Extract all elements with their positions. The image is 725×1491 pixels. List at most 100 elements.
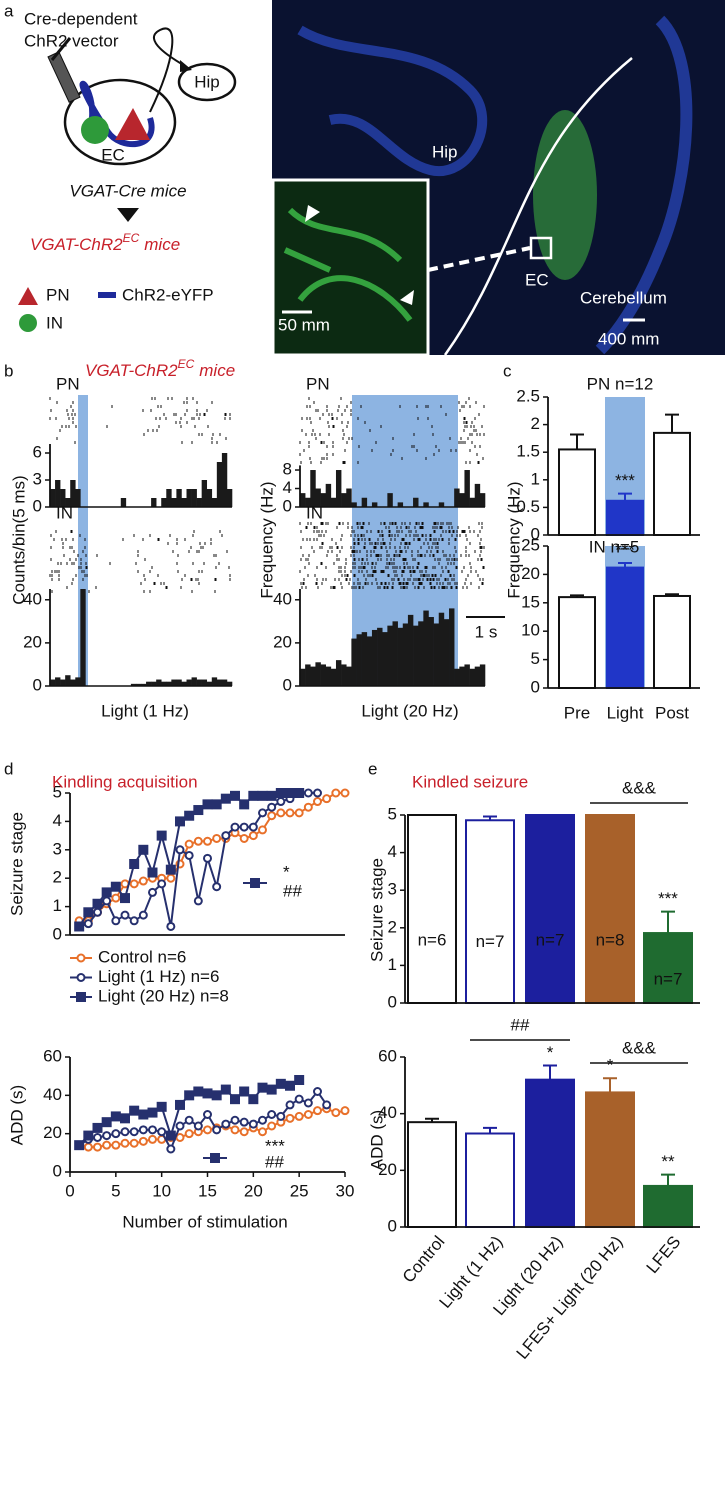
point [129,879,139,889]
histogram-bar [70,679,76,686]
point [102,1131,112,1141]
error-bar [570,433,584,450]
point [184,1115,194,1125]
histogram-bar [191,489,197,507]
point [294,1094,304,1104]
histogram-bar [335,660,342,686]
light-band [78,395,88,686]
point [74,1140,85,1151]
point [202,1088,213,1099]
histogram-bar [433,623,440,686]
histogram-bar [382,632,388,686]
histogram-bar [135,683,142,686]
point [92,1122,103,1133]
y-tick-label: 40 [43,1085,62,1104]
point [175,845,185,855]
x-tick-label: 5 [111,1181,120,1200]
histogram-bar [315,488,321,507]
spike-raster [49,397,231,444]
histogram-bar [413,625,419,686]
point [285,1100,295,1110]
legend-chr2-icon [98,292,116,298]
histogram-bar [60,679,66,686]
point [184,1090,195,1101]
y-tick-label: 4 [388,842,397,861]
error-bar [618,492,632,501]
point [211,1090,222,1101]
histogram-bar [181,498,187,507]
point [294,788,305,798]
point [294,1075,305,1085]
point [138,1109,149,1120]
point [248,1119,258,1129]
point [184,850,194,860]
histogram-bar [146,681,152,686]
histogram-bar [371,502,378,507]
y-tick-label: 0 [283,675,292,694]
point [230,1125,240,1135]
histogram-bar [166,681,172,686]
scale-label: 1 s [475,622,498,641]
histogram-bar [216,679,223,686]
point [294,1111,304,1121]
point [285,1113,295,1123]
y-tick-label: 60 [43,1046,62,1065]
point [175,1133,185,1142]
histogram-bar [387,493,393,507]
point [157,879,167,889]
histogram-bar [469,668,476,686]
chart-title: Kindling acquisition [52,772,198,791]
spike-raster [299,397,485,464]
x-tick-label: 10 [152,1181,171,1200]
bar [643,932,693,1005]
y-tick-label: 15 [521,592,540,611]
error-bar [618,562,632,568]
image-label: Cerebellum [580,288,667,307]
histogram-bar [206,489,213,507]
significance: *** [658,889,678,908]
x-tick-label: 0 [65,1181,74,1200]
line-name: VGAT-ChR2 [30,235,123,254]
point [313,797,322,807]
histogram-bar [438,502,445,507]
histogram-bar [196,679,202,686]
pn-cell [115,108,150,140]
histogram-bar [75,677,81,686]
hip-label: Hip [194,72,220,91]
y-tick-label: 25 [521,535,540,554]
point [101,1117,112,1128]
histogram-bar [454,488,460,507]
boundary-line [443,57,633,356]
point [248,790,259,801]
histogram-bar [464,470,470,507]
point [175,1099,185,1110]
histogram-bar [216,462,223,507]
histogram-bar [186,679,192,686]
point [239,822,249,832]
point [165,864,176,875]
point [248,822,258,832]
point [230,822,240,832]
histogram-bar [191,677,197,686]
point [93,1142,102,1152]
point [285,808,295,818]
histogram-bar [196,498,202,507]
derived-line: VGAT-ChR2EC mice [30,231,180,254]
series-line [78,1089,328,1152]
point [129,1127,139,1137]
point [148,1134,157,1144]
point [313,1106,322,1116]
bar [465,819,515,1004]
spike-raster [49,530,231,593]
point [266,790,277,801]
histogram-bar [474,666,481,686]
bar [407,1121,457,1228]
x-tick-label: 15 [198,1181,217,1200]
comparison-label: &&& [622,1038,657,1057]
histogram-bar [474,483,481,507]
point [303,802,313,812]
point [267,1121,277,1131]
y-axis-label: Counts/bin(5 ms) [9,475,28,604]
histogram-bar [226,489,233,507]
point [303,1098,313,1108]
